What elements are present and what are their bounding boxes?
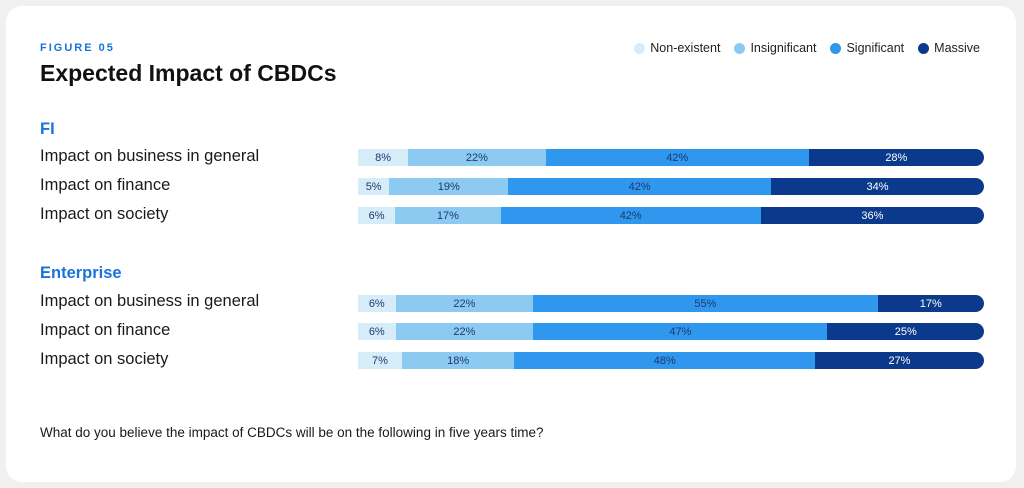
row-label-enterprise-finance: Impact on finance [40, 321, 171, 339]
bar-segment-massive: 17% [877, 295, 984, 312]
bar-enterprise-finance: 6% 22% 47% 25% [358, 323, 984, 340]
legend-item-insignificant: Insignificant [734, 41, 816, 55]
row-label-fi-business: Impact on business in general [40, 147, 260, 165]
bar-segment-non-existent: 8% [358, 149, 409, 166]
bar-segment-non-existent: 6% [358, 323, 396, 340]
bar-segment-non-existent: 6% [358, 207, 396, 224]
legend-swatch-significant [830, 42, 842, 54]
row-label-enterprise-business: Impact on business in general [40, 292, 260, 310]
bar-fi-society: 6% 17% 42% 36% [358, 207, 984, 224]
figure-card: FIGURE 05 Expected Impact of CBDCs Non-e… [6, 6, 1016, 482]
group-title-fi: FI [40, 120, 55, 138]
bar-segment-massive: 27% [814, 352, 984, 369]
bar-fi-business: 8% 22% 42% 28% [358, 149, 984, 166]
bar-segment-significant: 55% [533, 295, 878, 312]
legend-label-non-existent: Non-existent [650, 41, 721, 55]
bar-segment-insignificant: 19% [389, 178, 509, 195]
bar-segment-massive: 25% [827, 323, 984, 340]
legend-item-significant: Significant [830, 41, 904, 55]
bar-segment-significant: 42% [545, 149, 809, 166]
bar-segment-non-existent: 6% [358, 295, 396, 312]
bar-segment-insignificant: 18% [401, 352, 515, 369]
legend-label-insignificant: Insignificant [750, 41, 817, 55]
bar-segment-massive: 28% [808, 149, 984, 166]
bar-segment-significant: 42% [500, 207, 761, 224]
footnote: What do you believe the impact of CBDCs … [40, 425, 544, 440]
legend-swatch-non-existent [634, 42, 646, 54]
legend-label-significant: Significant [846, 41, 905, 55]
bar-enterprise-society: 7% 18% 48% 27% [358, 352, 984, 369]
legend-item-massive: Massive [918, 41, 980, 55]
bar-segment-insignificant: 17% [395, 207, 501, 224]
chart-title: Expected Impact of CBDCs [40, 60, 337, 86]
bar-enterprise-business: 6% 22% 55% 17% [358, 295, 984, 312]
bar-segment-significant: 48% [514, 352, 815, 369]
bar-segment-significant: 47% [533, 323, 828, 340]
legend-item-non-existent: Non-existent [634, 41, 720, 55]
row-label-fi-finance: Impact on finance [40, 176, 171, 194]
bar-segment-insignificant: 22% [395, 295, 534, 312]
legend-swatch-insignificant [734, 42, 746, 54]
legend-label-massive: Massive [934, 41, 980, 55]
bar-segment-insignificant: 22% [395, 323, 534, 340]
bar-segment-insignificant: 22% [408, 149, 546, 166]
bar-segment-non-existent: 7% [358, 352, 402, 369]
row-label-fi-society: Impact on society [40, 205, 169, 223]
legend-swatch-massive [918, 42, 930, 54]
bar-segment-significant: 42% [508, 178, 772, 195]
bar-segment-massive: 34% [771, 178, 984, 195]
group-title-enterprise: Enterprise [40, 264, 122, 282]
bar-segment-non-existent: 5% [358, 178, 390, 195]
bar-segment-massive: 36% [760, 207, 984, 224]
legend: Non-existent Insignificant Significant M… [634, 41, 980, 55]
row-label-enterprise-society: Impact on society [40, 350, 169, 368]
bar-fi-finance: 5% 19% 42% 34% [358, 178, 984, 195]
figure-label: FIGURE 05 [40, 42, 115, 54]
